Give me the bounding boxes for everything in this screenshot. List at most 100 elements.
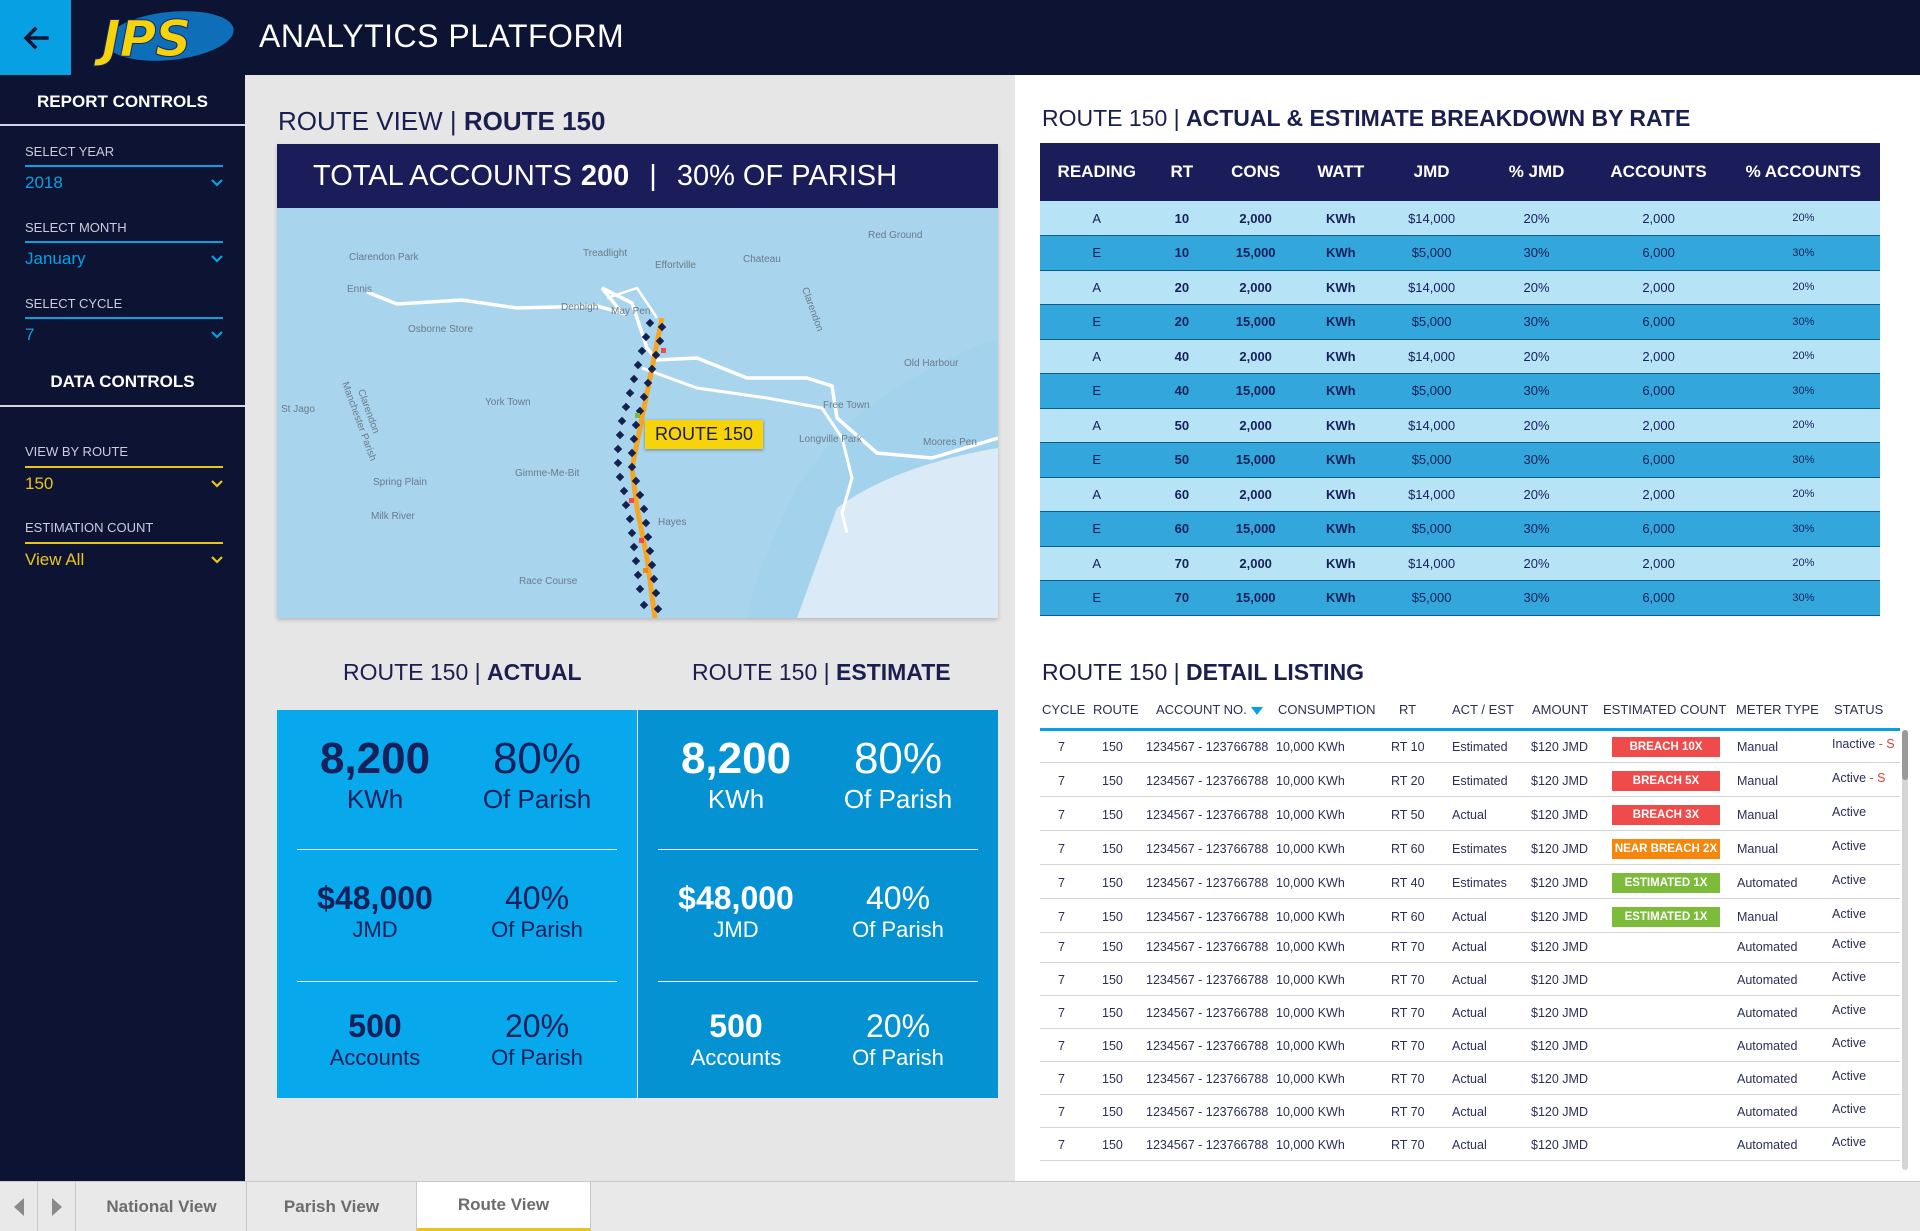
table-cell: 70 [1153,546,1211,581]
select-cycle-dropdown[interactable]: 7 [25,317,223,351]
tab-route-view[interactable]: Route View [417,1182,591,1231]
route-map[interactable]: TOTAL ACCOUNTS 200 | 30% OF PARISH [277,144,998,618]
actual-accounts-pct-sub: Of Parish [491,1045,583,1070]
map-label: Moores Pen [923,437,977,448]
cell-route: 150 [1102,808,1123,822]
table-row[interactable]: 7 150 1234567 - 123766788 10,000 KWh RT 70 Ac… [1040,1029,1900,1062]
select-month-dropdown[interactable]: January [25,241,223,275]
cell-amount: $120 JMD [1531,774,1588,788]
table-row[interactable]: E 50 15,000 KWh $5,000 30% 6,000 30% [1040,442,1880,477]
cell-meter-type: Automated [1737,876,1798,890]
cell-status: Active [1832,805,1866,819]
estimation-count-dropdown[interactable]: View All [25,542,223,576]
col-header[interactable]: STATUS [1834,702,1884,717]
cell-status: Active [1832,907,1866,921]
cell-rt: RT 50 [1391,808,1425,822]
cell-meter-type: Manual [1737,774,1778,788]
table-row[interactable]: A 60 2,000 KWh $14,000 20% 2,000 20% [1040,477,1880,512]
col-header[interactable]: ACT / EST [1452,702,1514,717]
bottom-tab-bar: National View Parish View Route View [0,1181,1920,1231]
divider [297,981,617,982]
table-row[interactable]: 7 150 1234567 - 123766788 10,000 KWh RT 60 Ac… [1040,900,1900,933]
route-tag[interactable]: ROUTE 150 [645,420,764,449]
table-cell: KWh [1301,442,1381,477]
select-year-label: SELECT YEAR [25,144,115,159]
table-row[interactable]: 7 150 1234567 - 123766788 10,000 KWh RT 70 Ac… [1040,996,1900,1029]
table-row[interactable]: 7 150 1234567 - 123766788 10,000 KWh RT 70 Ac… [1040,1128,1900,1161]
estimate-kwh-pct: 80% [853,734,943,783]
table-cell: 30% [1726,442,1880,477]
table-row[interactable]: E 20 15,000 KWh $5,000 30% 6,000 30% [1040,304,1880,339]
col-header[interactable]: ROUTE [1093,702,1139,717]
table-row[interactable]: 7 150 1234567 - 123766788 10,000 KWh RT 70 Ac… [1040,930,1900,963]
tab-next-button[interactable] [38,1182,76,1231]
table-cell: KWh [1301,270,1381,305]
table-row[interactable]: 7 150 1234567 - 123766788 10,000 KWh RT 60 Es… [1040,832,1900,865]
table-cell: 6,000 [1590,373,1727,408]
map-label: Chateau [743,254,781,265]
table-row[interactable]: A 70 2,000 KWh $14,000 20% 2,000 20% [1040,546,1880,581]
cell-amount: $120 JMD [1531,808,1588,822]
scrollbar-thumb[interactable] [1902,730,1908,780]
view-by-route-dropdown[interactable]: 150 [25,466,223,500]
table-cell: 20% [1482,201,1591,236]
tab-prev-button[interactable] [0,1182,38,1231]
cell-rt: RT 70 [1391,1006,1425,1020]
col-header[interactable]: ESTIMATED COUNT [1603,702,1727,717]
cell-rt: RT 70 [1391,1138,1425,1152]
table-row[interactable]: E 40 15,000 KWh $5,000 30% 6,000 30% [1040,373,1880,408]
col-header[interactable]: AMOUNT [1532,702,1589,717]
status-text: Active [1832,771,1867,785]
table-row[interactable]: E 70 15,000 KWh $5,000 30% 6,000 30% [1040,580,1880,615]
map-label: Race Course [519,576,578,587]
table-row[interactable]: 7 150 1234567 - 123766788 10,000 KWh RT 70 Ac… [1040,1095,1900,1128]
cell-route: 150 [1102,1138,1123,1152]
divider [658,981,978,982]
tab-national-view[interactable]: National View [77,1182,247,1231]
cell-account: 1234567 - 123766788 [1146,1138,1269,1152]
rate-col-header: WATT [1301,143,1381,201]
table-cell: KWh [1301,408,1381,443]
table-row[interactable]: 7 150 1234567 - 123766788 10,000 KWh RT 10 Es… [1040,730,1900,763]
actual-kwh-unit: KWh [346,784,404,814]
table-cell: $5,000 [1380,442,1483,477]
col-header[interactable]: CONSUMPTION [1278,702,1376,717]
back-button[interactable] [0,0,71,75]
col-header[interactable]: RT [1399,702,1417,717]
caret-left-icon [13,1198,24,1216]
select-year-dropdown[interactable]: 2018 [25,165,223,199]
table-cell: 20% [1482,546,1591,581]
detail-scrollbar[interactable] [1902,730,1908,1170]
table-row[interactable]: A 40 2,000 KWh $14,000 20% 2,000 20% [1040,339,1880,374]
map-label: Ennis [347,284,373,295]
table-cell: 20% [1482,408,1591,443]
table-row[interactable]: 7 150 1234567 - 123766788 10,000 KWh RT 40 Es… [1040,866,1900,899]
sort-desc-icon[interactable] [1250,706,1263,715]
cell-cycle: 7 [1058,774,1065,788]
table-cell: 15,000 [1210,580,1302,615]
cell-account: 1234567 - 123766788 [1146,1006,1269,1020]
table-row[interactable]: 7 150 1234567 - 123766788 10,000 KWh RT 70 Ac… [1040,1062,1900,1095]
table-row[interactable]: E 10 15,000 KWh $5,000 30% 6,000 30% [1040,235,1880,270]
col-header[interactable]: CYCLE [1042,702,1086,717]
table-row[interactable]: 7 150 1234567 - 123766788 10,000 KWh RT 70 Ac… [1040,963,1900,996]
col-header-account[interactable]: ACCOUNT NO. [1156,702,1263,717]
table-cell: 20% [1726,201,1880,236]
table-row[interactable]: 7 150 1234567 - 123766788 10,000 KWh RT 50 Ac… [1040,798,1900,831]
table-row[interactable]: A 50 2,000 KWh $14,000 20% 2,000 20% [1040,408,1880,443]
table-row[interactable]: E 60 15,000 KWh $5,000 30% 6,000 30% [1040,511,1880,546]
table-row[interactable]: A 20 2,000 KWh $14,000 20% 2,000 20% [1040,270,1880,305]
col-header[interactable]: METER TYPE [1736,702,1819,717]
table-row[interactable]: A 10 2,000 KWh $14,000 20% 2,000 20% [1040,201,1880,236]
estimate-accounts-pct: 20% [865,1008,931,1044]
cell-amount: $120 JMD [1531,1006,1588,1020]
map-label: St Jago [281,404,315,415]
table-cell: A [1040,270,1154,305]
estimated-count-badge: NEAR BREACH 2X [1612,839,1720,859]
cell-act: Actual [1452,973,1487,987]
estimate-stats-card: 8,200 KWh 80% Of Parish $48,000 JMD 40% Of P… [638,710,998,1098]
actual-jmd-value: $48,000 [317,880,433,916]
table-row[interactable]: 7 150 1234567 - 123766788 10,000 KWh RT 20 Es… [1040,764,1900,797]
tab-parish-view[interactable]: Parish View [247,1182,417,1231]
chevron-down-icon [211,255,223,263]
